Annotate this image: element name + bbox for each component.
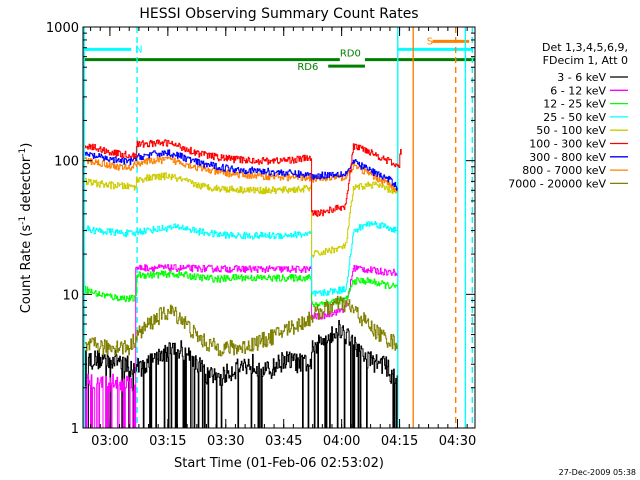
series-lines (84, 139, 402, 429)
legend-header-line-2: FDecim 1, Att 0 (543, 54, 628, 67)
series-line-3-6-kev (84, 320, 398, 429)
x-tick-label-03-00: 03:00 (91, 434, 128, 449)
y-tick-label-1: 1 (71, 422, 79, 437)
time-markers (83, 27, 473, 428)
series-line-7000-20000-kev (84, 295, 398, 357)
x-axis-label: Start Time (01-Feb-06 02:53:02) (174, 456, 384, 471)
series-line-300-800-kev (84, 149, 398, 191)
legend-label-3-6-kev: 3 - 6 keV (557, 71, 606, 84)
series-line-50-100-kev (84, 172, 398, 258)
x-tick-label-03-30: 03:30 (207, 434, 244, 449)
legend-label-12-25-kev: 12 - 25 keV (543, 98, 606, 111)
observing-flags: N S RD0 RD6 (83, 36, 475, 73)
x-tick-label-04-15: 04:15 (381, 434, 418, 449)
legend-label-6-12-kev: 6 - 12 keV (550, 84, 606, 97)
legend-label-800-7000-kev: 800 - 7000 keV (522, 164, 606, 177)
series-line-25-50-kev (84, 221, 398, 297)
flag-label-n-1: N (135, 44, 142, 55)
legend-label-7000-20000-kev: 7000 - 20000 keV (508, 177, 606, 190)
legend-label-300-800-kev: 300 - 800 keV (529, 151, 606, 164)
series-line-100-300-kev (84, 139, 402, 217)
y-tick-label-1000: 1000 (46, 21, 79, 36)
footer-timestamp: 27-Dec-2009 05:38 (559, 468, 636, 477)
flag-label-s-3: S (427, 36, 433, 47)
plot-frame (82, 26, 476, 429)
x-tick-label-03-45: 03:45 (265, 434, 302, 449)
flag-label-rd6-5: RD6 (297, 62, 318, 73)
chart-title: HESSI Observing Summary Count Rates (139, 6, 418, 22)
x-tick-label-03-15: 03:15 (149, 434, 186, 449)
series-line-12-25-kev (84, 270, 398, 308)
legend-label-25-50-kev: 25 - 50 keV (543, 111, 606, 124)
x-tick-label-04-30: 04:30 (439, 434, 476, 449)
legend-label-50-100-kev: 50 - 100 keV (536, 124, 606, 137)
flag-label-rd0-4: RD0 (340, 49, 361, 60)
legend-label-100-300-kev: 100 - 300 keV (529, 138, 606, 151)
y-tick-label-100: 100 (54, 155, 79, 170)
x-tick-label-04-00: 04:00 (323, 434, 360, 449)
plot-axes (82, 26, 476, 429)
y-tick-label-10: 10 (62, 288, 79, 303)
legend-header-line-1: Det 1,3,4,5,6,9, (542, 41, 628, 54)
y-axis-label: Count Rate (s-1 detector-1) (18, 143, 34, 314)
legend: Det 1,3,4,5,6,9,FDecim 1, Att 0 3 - 6 keV… (508, 41, 628, 190)
axis-ticks: 1 10 100 1000 03:00 03:15 03:30 03:45 04:00 04:15… (46, 21, 476, 449)
